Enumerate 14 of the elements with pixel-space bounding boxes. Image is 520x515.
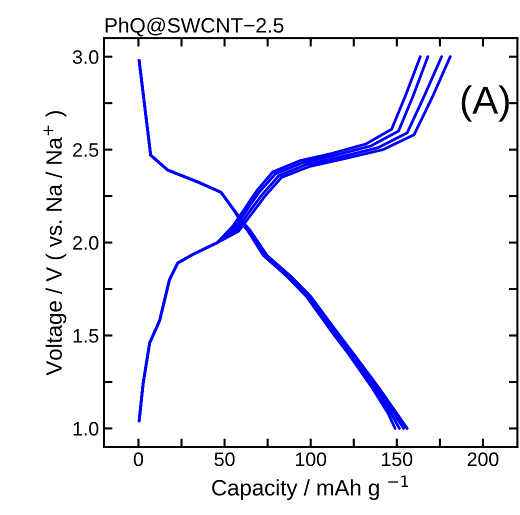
y-tick-label: 3.0 bbox=[72, 50, 98, 64]
y-tick-label: 2.5 bbox=[73, 143, 98, 157]
y-tick-label: 2.0 bbox=[73, 236, 98, 250]
chart-title: PhQ@SWCNT−2.5 bbox=[106, 17, 284, 36]
x-tick-label: 0 bbox=[134, 452, 144, 466]
y-tick-label: 1.0 bbox=[74, 422, 98, 436]
x-tick-label: 50 bbox=[214, 452, 235, 466]
y-axis-title: Voltage / V ( vs. Na / Na$^{+}$ ) bbox=[43, 111, 66, 376]
annotation: (A) bbox=[462, 85, 509, 122]
x-tick-label: 200 bbox=[468, 452, 498, 466]
x-axis-title: Capacity / mAh g $^{−1}$ bbox=[212, 476, 408, 500]
x-tick-label: 150 bbox=[382, 452, 412, 466]
y-tick-label: 1.5 bbox=[74, 329, 98, 343]
x-tick-label: 100 bbox=[296, 452, 326, 466]
